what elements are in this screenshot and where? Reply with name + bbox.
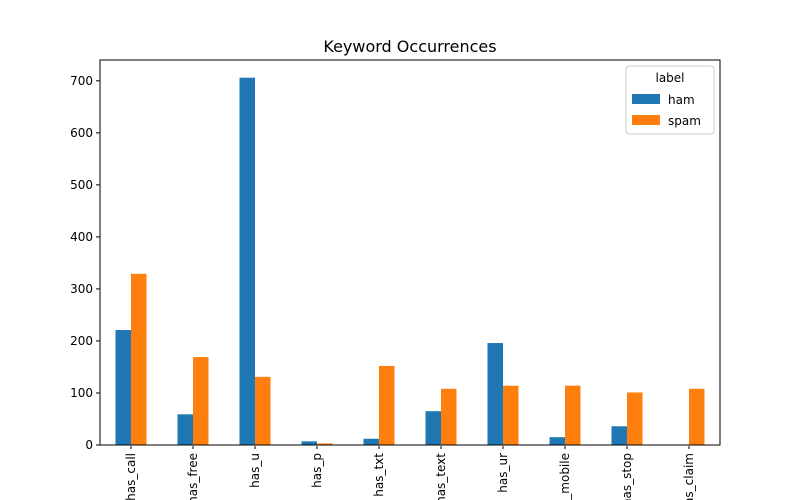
legend-label-spam: spam bbox=[668, 114, 701, 128]
y-tick-label: 100 bbox=[70, 386, 93, 400]
legend-title: label bbox=[655, 71, 684, 85]
bars-group bbox=[115, 77, 705, 446]
y-tick-label: 300 bbox=[70, 282, 93, 296]
legend: label ham spam bbox=[625, 65, 715, 135]
bar-spam-has_mobile bbox=[565, 385, 581, 445]
legend-swatch-ham bbox=[632, 94, 660, 104]
y-axis: 0 100 200 300 400 500 600 700 bbox=[70, 74, 100, 452]
bar-spam-has_stop bbox=[627, 392, 643, 445]
bar-ham-has_mobile bbox=[549, 437, 565, 445]
x-axis: has_call has_free has_u has_p has_txt has_tex… bbox=[124, 446, 696, 500]
x-tick-label: has_free bbox=[186, 453, 200, 500]
x-tick-label: has_call bbox=[124, 453, 138, 500]
bar-spam-has_text bbox=[441, 388, 457, 445]
y-tick-label: 400 bbox=[70, 230, 93, 244]
x-tick-label: has_text bbox=[434, 453, 448, 500]
bar-ham-has_text bbox=[425, 411, 441, 445]
bar-ham-has_ur bbox=[487, 343, 503, 445]
plot-frame bbox=[99, 59, 721, 446]
bar-spam-has_ur bbox=[503, 385, 519, 445]
legend-label-ham: ham bbox=[668, 93, 695, 107]
x-tick-label: has_txt bbox=[372, 453, 386, 497]
chart-title: Keyword Occurrences bbox=[323, 37, 496, 56]
bar-spam-has_free bbox=[193, 357, 209, 445]
x-tick-label: has_mobile bbox=[558, 453, 572, 500]
bar-spam-has_call bbox=[131, 273, 147, 445]
bar-ham-has_txt bbox=[363, 438, 379, 445]
legend-swatch-spam bbox=[632, 115, 660, 125]
bar-ham-has_stop bbox=[611, 426, 627, 445]
x-tick-label: has_claim bbox=[682, 453, 696, 500]
bar-ham-has_u bbox=[239, 77, 255, 446]
y-tick-label: 200 bbox=[70, 334, 93, 348]
bar-spam-has_p bbox=[317, 443, 333, 445]
bar-ham-has_call bbox=[115, 330, 131, 445]
bar-spam-has_claim bbox=[689, 388, 705, 445]
y-tick-label: 0 bbox=[85, 438, 93, 452]
bar-spam-has_u bbox=[255, 376, 271, 445]
x-tick-label: has_stop bbox=[620, 453, 634, 500]
bar-ham-has_free bbox=[177, 414, 193, 445]
x-tick-label: has_ur bbox=[496, 453, 510, 493]
bar-spam-has_txt bbox=[379, 365, 395, 445]
y-tick-label: 700 bbox=[70, 74, 93, 88]
x-tick-label: has_u bbox=[248, 453, 262, 488]
x-tick-label: has_p bbox=[310, 453, 324, 488]
y-tick-label: 600 bbox=[70, 126, 93, 140]
bar-ham-has_p bbox=[301, 441, 317, 445]
y-tick-label: 500 bbox=[70, 178, 93, 192]
